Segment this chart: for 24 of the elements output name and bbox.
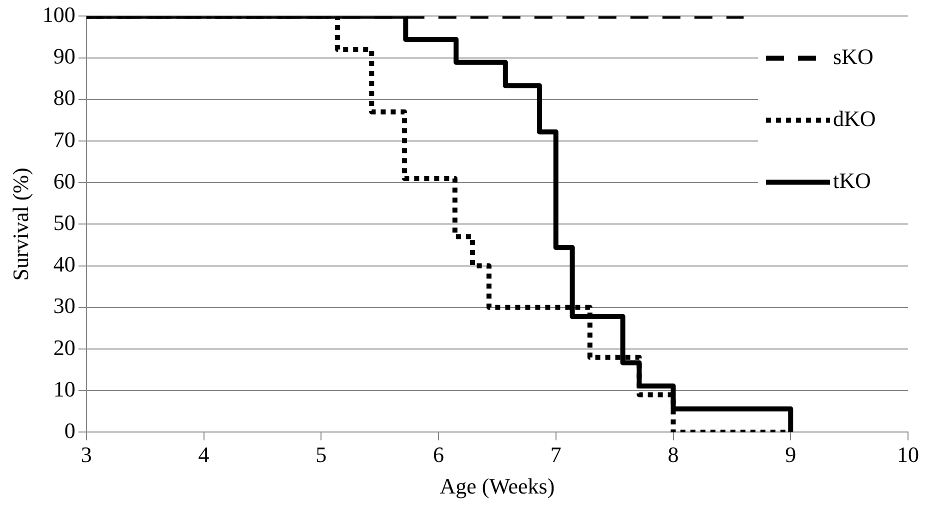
x-tick-label: 5 xyxy=(316,442,327,468)
x-axis-title: Age (Weeks) xyxy=(440,474,555,499)
y-tick-label: 20 xyxy=(53,334,76,360)
x-tick-label: 10 xyxy=(897,442,919,468)
x-tick-label: 4 xyxy=(198,442,210,468)
y-axis-title: Survival (%) xyxy=(8,168,33,281)
legend-label: tKO xyxy=(833,168,871,193)
y-tick-label: 50 xyxy=(53,210,76,235)
y-tick-label: 30 xyxy=(53,293,76,318)
y-tick-label: 90 xyxy=(53,44,76,69)
legend-label: sKO xyxy=(833,44,874,69)
x-tick-label: 7 xyxy=(550,442,562,468)
y-tick-label: 80 xyxy=(53,85,76,110)
x-tick-label: 9 xyxy=(785,442,796,468)
x-tick-label: 3 xyxy=(80,442,92,468)
y-tick-label: 10 xyxy=(53,376,76,402)
y-tick-label: 40 xyxy=(53,252,76,277)
x-tick-label: 8 xyxy=(668,442,679,468)
legend-label: dKO xyxy=(833,106,876,131)
y-tick-label: 100 xyxy=(42,2,76,27)
y-tick-label: 70 xyxy=(53,126,76,152)
y-tick-label: 0 xyxy=(64,418,76,443)
x-tick-label: 6 xyxy=(433,442,444,468)
y-tick-label: 60 xyxy=(53,168,76,194)
